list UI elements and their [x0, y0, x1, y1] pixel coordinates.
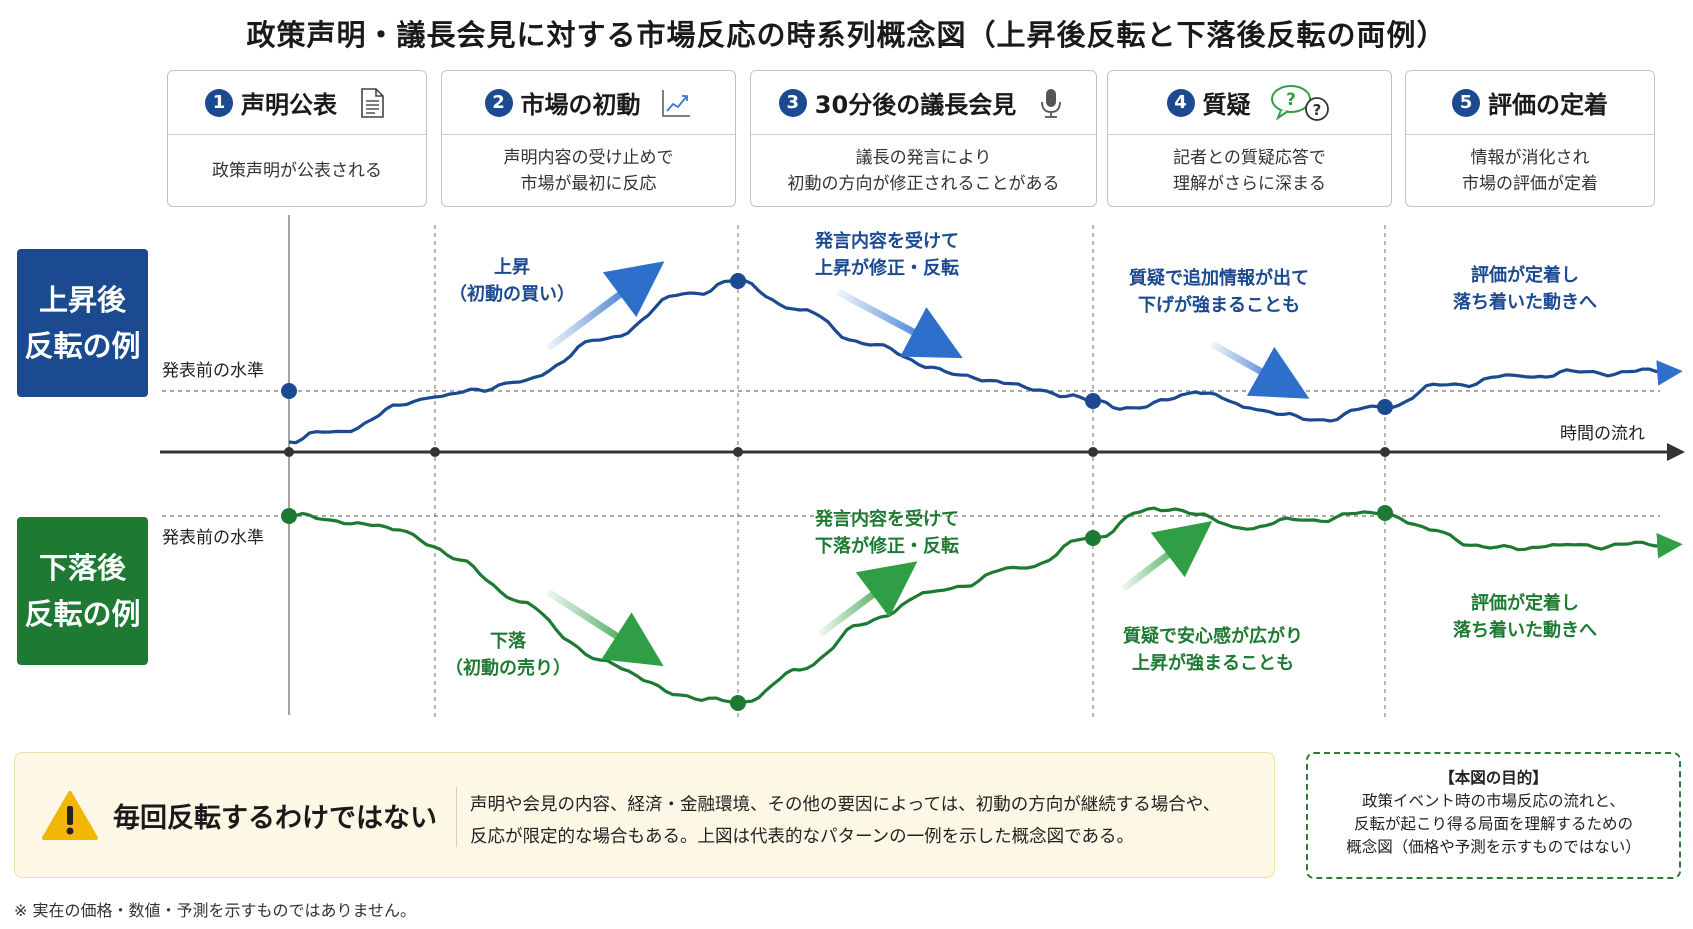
svg-text:?: ? [1312, 101, 1321, 119]
step-title: 市場の初動 [520, 91, 641, 119]
up-annotation: 上昇が修正・反転 [815, 257, 959, 279]
up-point-announce [281, 383, 297, 399]
notice-body-line: 反応が限定的な場合もある。上図は代表的なパターンの一例を示した概念図である。 [470, 827, 1134, 847]
microphone-icon [1041, 88, 1062, 118]
step-number: 5 [1452, 88, 1480, 117]
step-5-card: 5 評価の定着 情報が消化され 市場の評価が定着 [1405, 70, 1655, 207]
down-annotation: 質疑で安心感が広がり [1123, 625, 1303, 647]
reaction-diagram: 発表前の水準 発表前の水準 時間の流れ 上昇 （初動の買い） 発言内容を受けて … [160, 215, 1685, 720]
up-arrow-reversal [836, 288, 963, 359]
document-icon [361, 87, 384, 118]
up-annotation: 上昇 [494, 257, 530, 278]
step-desc-line: 市場の評価が定着 [1462, 174, 1598, 194]
step-title: 評価の定着 [1488, 91, 1608, 119]
up-annotation: 下げが強まることも [1138, 294, 1300, 316]
down-point-announce [281, 508, 297, 524]
time-axis-label: 時間の流れ [1560, 424, 1645, 444]
up-case-curve [288, 279, 1683, 445]
down-annotation: 下落が修正・反転 [815, 535, 959, 557]
down-arrow-reversal [817, 561, 918, 637]
down-case-label-line: 下落後 [38, 551, 126, 585]
step-3-card: 3 30分後の議長会見 議長の発言により 初動の方向が修正されることがある [750, 70, 1097, 207]
up-annotation: 評価が定着し [1471, 264, 1579, 286]
down-annotation: 発言内容を受けて [814, 508, 959, 530]
notice-box: 毎回反転するわけではない 声明や会見の内容、経済・金融環境、その他の要因によって… [14, 752, 1275, 878]
step-desc-line: 理解がさらに深まる [1173, 174, 1326, 194]
step-desc-line: 記者との質疑応答で [1173, 148, 1326, 168]
step-title: 30分後の議長会見 [814, 91, 1017, 119]
up-point-qa [1085, 393, 1101, 409]
up-point-settle [1377, 399, 1393, 415]
step-desc-line: 市場が最初に反応 [520, 174, 657, 194]
up-arrow-qa [1210, 340, 1310, 399]
up-point-peak [730, 273, 746, 289]
up-baseline-label: 発表前の水準 [162, 361, 264, 381]
step-title: 声明公表 [241, 91, 337, 119]
down-annotation: 上昇が強まることも [1132, 652, 1294, 674]
axis-tick [1088, 447, 1098, 457]
up-annotation: （初動の買い） [449, 283, 575, 305]
purpose-line: 概念図（価格や予測を示すものではない） [1346, 838, 1641, 856]
axis-tick [430, 447, 440, 457]
axis-tick [1380, 447, 1390, 457]
down-arrow-fall [546, 589, 664, 667]
notice-title: 毎回反転するわけではない [113, 803, 437, 834]
down-case-label: 下落後 反転の例 [17, 517, 148, 665]
down-point-trough [730, 695, 746, 711]
up-annotation: 発言内容を受けて [814, 230, 959, 252]
step-desc-line: 情報が消化され [1470, 148, 1590, 168]
down-point-qa [1085, 530, 1101, 546]
step-desc-line: 政策声明が公表される [212, 161, 382, 181]
up-annotation: 質疑で追加情報が出て [1129, 267, 1309, 289]
warning-icon [42, 791, 98, 840]
step-number: 4 [1166, 88, 1195, 117]
up-case-label-line: 上昇後 [38, 283, 126, 317]
step-desc-line: 議長の発言により [855, 148, 992, 168]
down-annotation: 下落 [490, 631, 527, 652]
down-arrow-qa [1120, 521, 1213, 592]
notice-body-line: 声明や会見の内容、経済・金融環境、その他の要因によっては、初動の方向が継続する場… [470, 795, 1221, 815]
up-case-label: 上昇後 反転の例 [17, 249, 148, 397]
notice-divider [456, 787, 457, 847]
down-annotation: 落ち着いた動きへ [1453, 619, 1597, 641]
up-arrow-rise [545, 261, 665, 351]
chart-line-icon [661, 89, 690, 117]
step-desc-line: 声明内容の受け止めで [503, 148, 674, 168]
step-number: 3 [778, 88, 807, 117]
up-annotation: 落ち着いた動きへ [1453, 291, 1597, 313]
purpose-line: 反転が起こり得る局面を理解するための [1353, 815, 1633, 833]
page-title: 政策声明・議長会見に対する市場反応の時系列概念図（上昇後反転と下落後反転の両例） [246, 18, 1447, 52]
down-case-curve [288, 506, 1683, 705]
step-4-card: 4 質疑 ? ? 記者との質疑応答で 理解がさらに深まる [1107, 70, 1392, 207]
purpose-title: 【本図の目的】 [1439, 769, 1548, 787]
down-annotation: 評価が定着し [1471, 592, 1579, 614]
down-baseline-label: 発表前の水準 [162, 528, 264, 548]
down-point-settle [1377, 505, 1393, 521]
axis-tick [284, 447, 294, 457]
purpose-line: 政策イベント時の市場反応の流れと、 [1362, 792, 1625, 810]
step-2-card: 2 市場の初動 声明内容の受け止めで 市場が最初に反応 [441, 70, 736, 207]
step-desc-line: 初動の方向が修正されることがある [787, 174, 1060, 194]
down-case-label-line: 反転の例 [24, 597, 141, 631]
step-number: 2 [484, 88, 513, 117]
up-case-label-line: 反転の例 [24, 329, 141, 363]
step-number: 1 [205, 88, 233, 117]
footnote: ※ 実在の価格・数値・予測を示すものではありません。 [14, 901, 417, 920]
svg-text:?: ? [1286, 90, 1296, 110]
down-annotation: （初動の売り） [445, 657, 571, 679]
step-title: 質疑 [1202, 91, 1251, 119]
purpose-box: 【本図の目的】 政策イベント時の市場反応の流れと、 反転が起こり得る局面を理解す… [1306, 752, 1681, 879]
step-1-card: 1 声明公表 政策声明が公表される [167, 70, 427, 207]
axis-tick [733, 447, 743, 457]
notice-body: 声明や会見の内容、経済・金融環境、その他の要因によっては、初動の方向が継続する場… [470, 789, 1220, 853]
question-bubbles-icon: ? ? [1270, 84, 1329, 121]
